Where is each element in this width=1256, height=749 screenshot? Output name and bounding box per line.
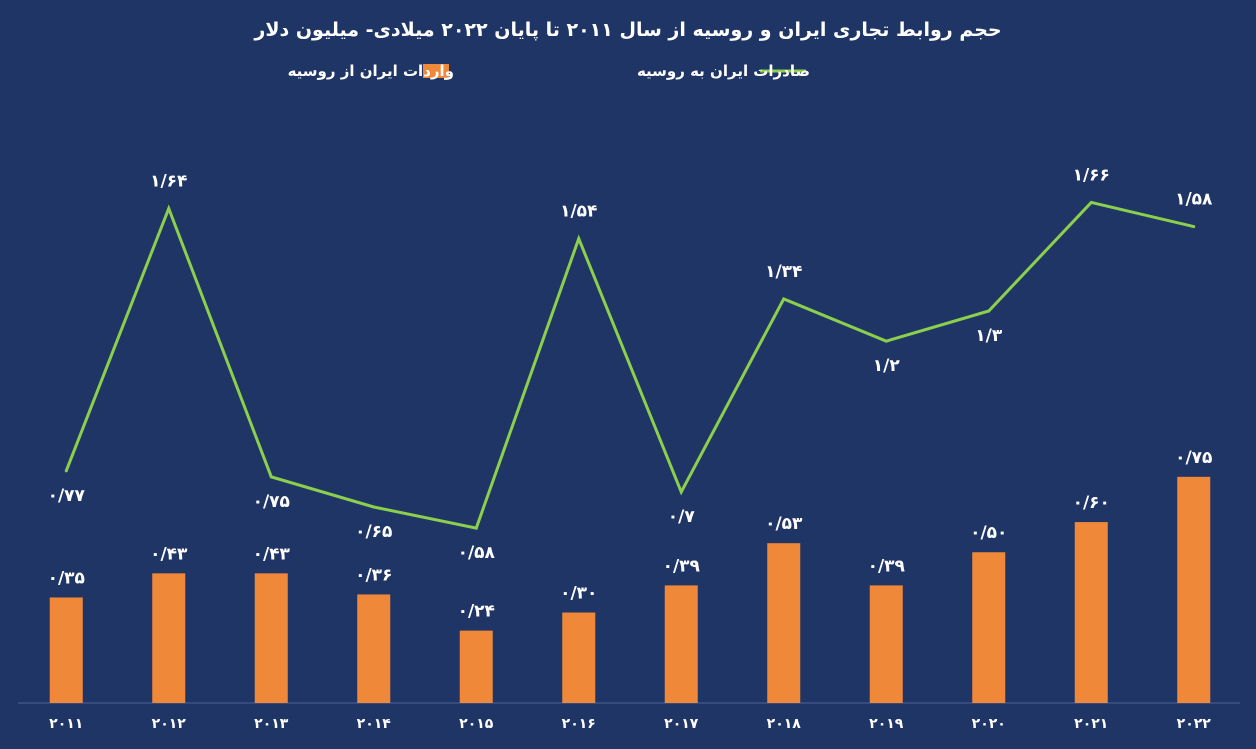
bar-imports-3 [357,594,391,703]
bar-label-11: ۰/۷۵ [1175,448,1212,468]
line-label-5: ۱/۵۴ [560,202,597,222]
bar-imports-0 [49,597,83,703]
chart-title: حجم روابط تجاری ایران و روسیه از سال ۲۰۱… [253,19,1001,41]
bar-label-7: ۰/۵۳ [765,514,803,534]
x-tick-label-8: ۲۰۱۹ [869,716,904,732]
line-label-11: ۱/۵۸ [1175,190,1213,210]
x-tick-label-10: ۲۰۲۱ [1074,716,1108,732]
line-point-4 [474,526,478,530]
line-point-11 [1192,225,1196,229]
labels-group: ۰/۳۵ ۰/۴۳ ۰/۴۳ ۰/۳۶ ۰/۲۴ ۰/۳۰ ۰/۳۹ ۰/۵۳ ۰/۳۹ ۰/۵۰… [48,165,1213,621]
bar-label-2: ۰/۴۳ [253,544,291,564]
bar-label-3: ۰/۳۶ [355,565,392,585]
line-point-6 [679,490,683,494]
bar-imports-2 [254,573,288,703]
x-tick-label-7: ۲۰۱۸ [767,716,802,732]
line-label-6: ۰/۷ [668,507,696,527]
line-point-5 [577,237,581,241]
bar-imports-10 [1074,522,1108,703]
line-label-8: ۱/۲ [873,356,901,376]
bar-label-6: ۰/۳۹ [663,556,701,576]
legend-exports-label: صادرات ایران به روسیه [637,62,810,80]
line-exports [64,200,1195,530]
x-tick-label-6: ۲۰۱۷ [664,716,699,732]
line-point-8 [884,339,888,343]
line-label-2: ۰/۷۵ [253,492,290,512]
bar-label-10: ۰/۶۰ [1073,493,1110,513]
line-point-10 [1089,200,1093,204]
legend-bar-swatch [423,64,449,78]
bar-imports-7 [767,543,801,703]
x-tick-label-9: ۲۰۲۰ [972,716,1006,732]
line-point-9 [987,309,991,313]
bars-group [49,476,1211,703]
line-label-0: ۰/۷۷ [48,486,86,506]
bar-imports-1 [152,573,186,703]
line-label-4: ۰/۵۸ [458,543,496,563]
x-tick-label-3: ۲۰۱۴ [357,716,392,732]
bar-imports-5 [562,612,596,703]
x-tick-label-0: ۲۰۱۱ [49,716,83,732]
bar-imports-8 [869,585,903,703]
line-point-1 [167,206,171,210]
bar-imports-4 [459,630,493,703]
bar-label-8: ۰/۳۹ [868,556,906,576]
line-point-2 [269,475,273,479]
x-tick-label-1: ۲۰۱۲ [152,716,187,732]
line-label-9: ۱/۳ [975,326,1003,346]
line-point-0 [64,469,68,473]
line-point-7 [782,297,786,301]
line-point-3 [372,505,376,509]
x-tick-label-11: ۲۰۲۲ [1177,716,1212,732]
line-label-10: ۱/۶۶ [1073,165,1110,185]
bar-label-1: ۰/۴۳ [150,544,188,564]
legend-imports-label: واردات ایران از روسیه [288,62,454,80]
bar-label-5: ۰/۳۰ [560,584,597,604]
bar-label-0: ۰/۳۵ [48,568,85,588]
x-tick-label-4: ۲۰۱۵ [459,716,494,732]
line-group [64,200,1196,530]
bar-imports-9 [972,552,1006,703]
bar-imports-11 [1177,476,1211,703]
bar-label-9: ۰/۵۰ [970,523,1007,543]
legend: صادرات ایران به روسیه واردات ایران از رو… [288,62,810,80]
x-tick-label-2: ۲۰۱۳ [254,716,289,732]
ticks-group: ۲۰۱۱ ۲۰۱۲ ۲۰۱۳ ۲۰۱۴ ۲۰۱۵ ۲۰۱۶ ۲۰۱۷ ۲۰۱۸ ۲۰۱۹ ۲۰۲۰… [49,716,1211,732]
bar-imports-6 [664,585,698,703]
bar-label-4: ۰/۲۴ [458,602,495,622]
line-label-1: ۱/۶۴ [150,171,187,191]
x-tick-label-5: ۲۰۱۶ [562,716,596,732]
line-label-7: ۱/۳۴ [765,262,802,282]
line-label-3: ۰/۶۵ [355,522,392,542]
